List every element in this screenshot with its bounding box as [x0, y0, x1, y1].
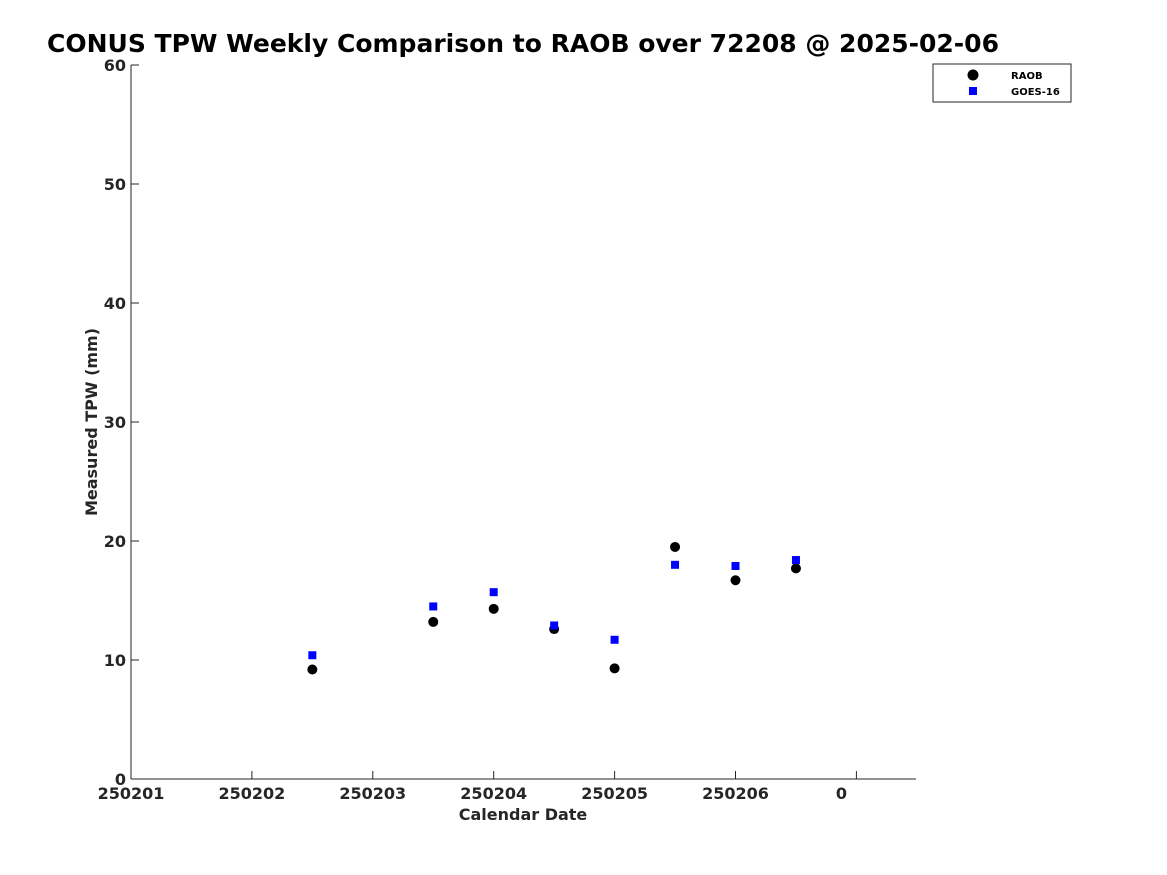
marker-goes-16-point: [489, 588, 498, 597]
y-tick-label: 0: [115, 770, 126, 789]
marker-raob-point: [730, 575, 741, 586]
y-tick-label: 30: [104, 413, 126, 432]
y-tick-label: 20: [104, 532, 126, 551]
marker-raob-point: [307, 664, 318, 675]
marker-raob-point: [670, 541, 681, 552]
x-tick-label: 0: [836, 784, 847, 803]
chart-title: CONUS TPW Weekly Comparison to RAOB over…: [47, 29, 999, 58]
x-tick-label: 250205: [581, 784, 648, 803]
marker-raob-point: [428, 616, 439, 627]
plot-markers: [307, 541, 801, 675]
marker-goes-16-point: [550, 621, 559, 630]
marker-goes-16-point: [429, 602, 438, 611]
marker-goes-16-point: [791, 556, 800, 565]
marker-goes-16-point: [308, 651, 317, 660]
legend-marker-circle: [967, 69, 979, 81]
marker-goes-16-point: [610, 635, 619, 644]
y-tick-label: 60: [104, 56, 126, 75]
legend: RAOB GOES-16: [932, 63, 1072, 103]
x-axis-label: Calendar Date: [459, 805, 588, 824]
x-tick-label: 250201: [98, 784, 165, 803]
x-tick-label: 250203: [339, 784, 406, 803]
marker-raob-point: [609, 663, 620, 674]
axes: 0 10 20 30 40 50 60 250201 250202 250203 250204 250…: [98, 56, 916, 803]
x-tick-label: 250204: [460, 784, 527, 803]
x-tick-label: 250202: [219, 784, 286, 803]
marker-goes-16-point: [731, 561, 740, 570]
marker-raob-point: [488, 603, 499, 614]
y-tick-label: 10: [104, 651, 126, 670]
legend-box: [932, 63, 1072, 103]
marker-goes-16-point: [671, 560, 680, 569]
x-tick-label: 250206: [702, 784, 769, 803]
marker-raob-point: [790, 563, 801, 574]
legend-marker-square: [969, 87, 977, 95]
y-tick-label: 40: [104, 294, 126, 313]
legend-label: RAOB: [1011, 71, 1043, 82]
legend-label: GOES-16: [1011, 87, 1060, 98]
y-tick-label: 50: [104, 175, 126, 194]
y-axis-label: Measured TPW (mm): [82, 328, 101, 516]
